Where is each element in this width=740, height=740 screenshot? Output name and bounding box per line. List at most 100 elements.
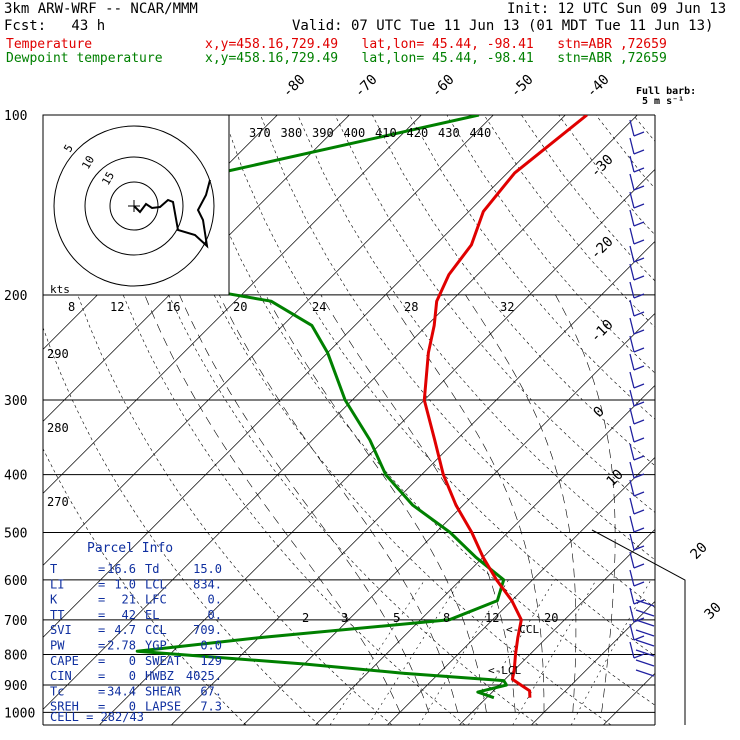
parcel-value: 0 — [129, 700, 136, 714]
wind-barb — [635, 619, 655, 627]
isotherm — [243, 312, 655, 725]
frame-slant — [591, 529, 686, 725]
parcel-value: 7.3 — [200, 700, 222, 714]
parcel-row: K 21 LFC 0. = — [50, 593, 222, 607]
hodograph-speed-label: 28 — [404, 300, 418, 314]
wind-barb-flag — [633, 311, 645, 317]
temperature-tick-label: 20 — [688, 540, 711, 563]
wind-barb — [635, 599, 655, 607]
wind-barb — [629, 281, 635, 299]
wind-barb — [635, 609, 655, 617]
wind-barb-flag — [633, 635, 645, 641]
wind-barb-flag — [633, 365, 645, 371]
pressure-label: 600 — [4, 574, 27, 589]
parcel-equals: = — [98, 593, 105, 607]
wind-barb — [629, 407, 635, 425]
parcel-key: SREH — [50, 700, 79, 714]
wind-barb-flag — [633, 419, 645, 425]
temperature-tick-label: -80 — [280, 72, 309, 101]
parcel-key: SHEAR — [145, 684, 182, 698]
ccl-annotation: <-CCL — [506, 623, 539, 636]
parcel-value: 0 — [129, 654, 136, 668]
dry-adiabat — [222, 115, 655, 657]
temperature-label: Temperature — [6, 37, 93, 52]
pressure-label: 400 — [4, 469, 27, 484]
mixing-ratio-label: 2 — [302, 611, 309, 625]
theta-label: 390 — [312, 126, 334, 140]
parcel-key: CCL — [145, 623, 167, 637]
dry-adiabat — [111, 115, 539, 725]
isotherm — [43, 115, 638, 710]
pressure-label: 800 — [4, 648, 27, 663]
wind-barb — [629, 443, 635, 461]
parcel-key: CIN — [50, 669, 72, 683]
wind-barb — [635, 669, 655, 677]
isotherm — [43, 115, 494, 566]
moist-adiabat — [265, 294, 487, 713]
parcel-value: 709. — [193, 623, 222, 637]
wind-barb — [629, 227, 635, 245]
parcel-row: CIN 0 HWBZ 4025. = — [50, 669, 222, 683]
parcel-equals: = — [98, 669, 105, 683]
parcel-info-panel: Parcel Info T 16.6 Td 15.0 = LI 1.0 LCL 834. = K 21… — [50, 541, 222, 724]
wind-barb-flag — [633, 329, 645, 335]
isotherm — [43, 115, 422, 494]
temperature-tick-label: -10 — [588, 317, 617, 346]
wind-barb — [629, 497, 635, 515]
parcel-value: 21 — [122, 593, 136, 607]
parcel-equals: = — [98, 562, 105, 576]
parcel-equals: = — [98, 684, 105, 698]
pressure-label: 500 — [4, 527, 27, 542]
wind-barb-flag — [633, 275, 645, 281]
parcel-value: 129 — [200, 654, 222, 668]
parcel-key: PW — [50, 639, 65, 653]
parcel-row: SREH 0 LAPSE 7.3 = — [50, 700, 222, 714]
wind-barb-flag — [633, 149, 645, 155]
dry-adiabat — [409, 115, 655, 420]
parcel-row: T 16.6 Td 15.0 = — [50, 562, 222, 576]
wind-barb-flag — [633, 617, 645, 623]
wind-barb — [635, 649, 655, 657]
wind-barb-flag — [633, 527, 645, 533]
theta-label: 400 — [344, 126, 366, 140]
temperature-tick-label: -50 — [508, 72, 537, 101]
theta-label: 430 — [438, 126, 460, 140]
wind-barb — [629, 479, 635, 497]
parcel-key: LAPSE — [145, 700, 181, 714]
wind-barb-flag — [633, 491, 645, 497]
theta-label: 410 — [375, 126, 397, 140]
wind-barb-flag — [633, 581, 645, 587]
parcel-equals: = — [98, 608, 105, 622]
parcel-value: 34.4 — [107, 684, 136, 698]
wind-barb-flag — [633, 131, 645, 137]
temperature-tick-label: -20 — [588, 234, 617, 263]
hodograph-ring — [109, 181, 159, 231]
wind-barb — [629, 515, 635, 533]
hodograph-speed-label: 20 — [233, 300, 247, 314]
parcel-equals: = — [98, 700, 105, 714]
isotherm — [43, 115, 350, 422]
wind-barb-flag — [633, 167, 645, 173]
parcel-row: TT 42 EL 0. = — [50, 608, 222, 622]
hodograph-speed-label: 32 — [500, 300, 514, 314]
parcel-key: Td — [145, 562, 159, 576]
parcel-key: T — [50, 562, 57, 576]
parcel-value: 16.6 — [107, 562, 136, 576]
parcel-key: EL — [145, 608, 159, 622]
wind-barb — [629, 587, 635, 605]
theta-e-label: 280 — [47, 421, 69, 435]
temperature-tick-label: 30 — [702, 600, 725, 623]
isotherm — [99, 168, 655, 725]
wind-barb-flag — [633, 473, 645, 479]
parcel-key: LCL — [145, 577, 167, 591]
wind-barb-flag — [633, 599, 645, 605]
wind-barb — [629, 533, 635, 551]
moist-adiabat — [218, 294, 458, 713]
wind-barb — [629, 245, 635, 263]
wind-barb-flag — [633, 185, 645, 191]
hodograph-ring — [53, 125, 215, 287]
wind-barb-flag — [633, 257, 645, 263]
parcel-key: LFC — [145, 593, 167, 607]
moist-adiabat — [386, 294, 545, 713]
